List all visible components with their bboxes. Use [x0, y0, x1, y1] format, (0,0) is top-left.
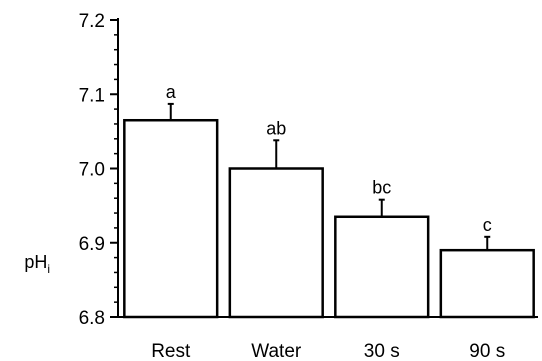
- y-tick-label: 7.1: [79, 85, 105, 106]
- y-tick-label: 7.0: [79, 160, 105, 181]
- significance-label: ab: [266, 118, 286, 138]
- x-category-label: 30 s: [364, 341, 400, 361]
- bar: [228, 167, 324, 319]
- significance-label: c: [483, 215, 492, 235]
- bar: [439, 248, 535, 319]
- y-tick-label: 6.8: [79, 308, 105, 329]
- significance-label: a: [166, 82, 177, 102]
- y-axis-label-subscript: i: [47, 262, 50, 276]
- x-category-label: 90 s: [469, 341, 505, 361]
- y-axis-label-main: pH: [24, 252, 47, 272]
- bar: [123, 118, 219, 319]
- x-category-label: Water: [251, 341, 302, 361]
- y-tick-label: 6.9: [79, 234, 105, 255]
- y-axis-label: pHi: [24, 252, 50, 276]
- x-category-label: Rest: [151, 341, 191, 361]
- y-tick-label: 7.2: [79, 11, 105, 32]
- bar: [334, 215, 430, 319]
- significance-label: bc: [372, 178, 391, 198]
